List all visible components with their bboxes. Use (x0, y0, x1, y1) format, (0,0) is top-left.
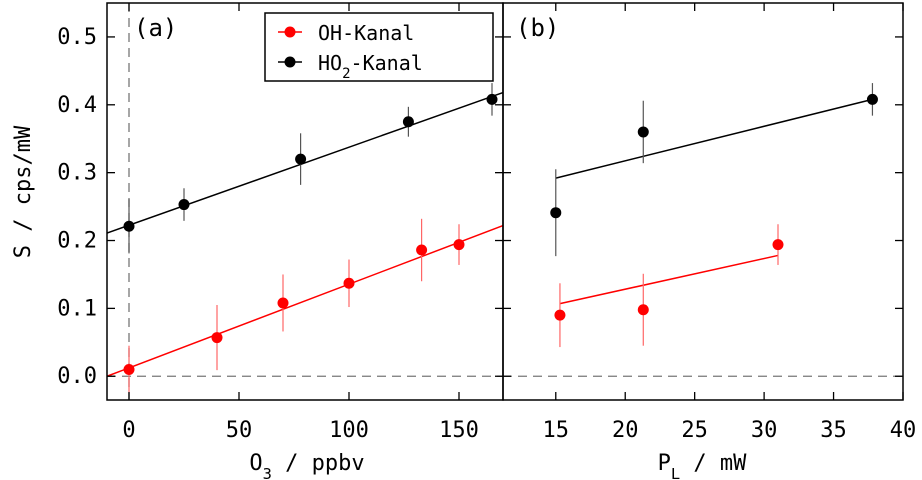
y-tick-label: 0.0 (57, 364, 97, 389)
data-point-ho2 (178, 199, 190, 211)
y-axis-title: S / cps/mW (11, 125, 36, 258)
plot-frame-b (502, 2, 904, 401)
data-point-oh (277, 297, 289, 309)
data-point-oh (554, 309, 566, 321)
fit-line-ho2 (106, 91, 504, 234)
data-point-ho2 (123, 220, 135, 232)
panel-label-a: (a) (134, 14, 177, 42)
data-point-oh (211, 332, 223, 344)
data-point-ho2 (295, 153, 307, 165)
data-point-oh (123, 363, 135, 375)
panel-label-b: (b) (516, 14, 559, 42)
y-tick-label: 0.2 (57, 229, 97, 254)
x-tick-label: 15 (543, 418, 570, 443)
data-point-oh (637, 304, 649, 316)
x-tick-label: 40 (890, 418, 917, 443)
data-point-oh (772, 239, 784, 251)
data-point-ho2 (637, 126, 649, 138)
x-axis-title-a: O3 / ppbv (249, 451, 364, 480)
legend: OH-Kanal HO2-Kanal (264, 12, 494, 82)
data-point-ho2 (402, 116, 414, 128)
x-tick-label: 100 (329, 418, 369, 443)
x-tick-label: 150 (439, 418, 479, 443)
data-point-ho2 (486, 93, 498, 105)
x-tick-label: 0 (122, 418, 135, 443)
legend-label-oh: OH-Kanal (318, 21, 414, 45)
data-point-ho2 (866, 93, 878, 105)
legend-marker-ho2 (284, 56, 296, 68)
x-tick-label: 30 (751, 418, 778, 443)
y-tick-label: 0.1 (57, 296, 97, 321)
data-point-ho2 (550, 207, 562, 219)
x-axis-title-b: PL / mW (658, 451, 748, 480)
y-tick-label: 0.3 (57, 161, 97, 186)
x-tick-label: 35 (820, 418, 847, 443)
y-tick-label: 0.4 (57, 93, 97, 118)
x-tick-label: 25 (681, 418, 708, 443)
panel-b: 15 20 25 30 35 40 (b) (502, 2, 917, 443)
data-point-oh (453, 239, 465, 251)
fit-line-oh (559, 254, 779, 305)
legend-marker-oh (284, 26, 296, 38)
data-point-oh (343, 277, 355, 289)
fit-line-ho2 (555, 98, 873, 179)
fit-line-oh (106, 224, 504, 377)
y-tick-label: 0.5 (57, 25, 97, 50)
panel-a: 0 50 100 150 0.0 0.1 0.2 0.3 0.4 0.5 (a) OH-Kanal… (57, 2, 504, 443)
legend-box (264, 12, 494, 82)
legend-label-ho2: HO2-Kanal (318, 51, 423, 82)
x-tick-label: 50 (226, 418, 253, 443)
data-point-oh (416, 244, 428, 256)
x-tick-label: 20 (612, 418, 639, 443)
